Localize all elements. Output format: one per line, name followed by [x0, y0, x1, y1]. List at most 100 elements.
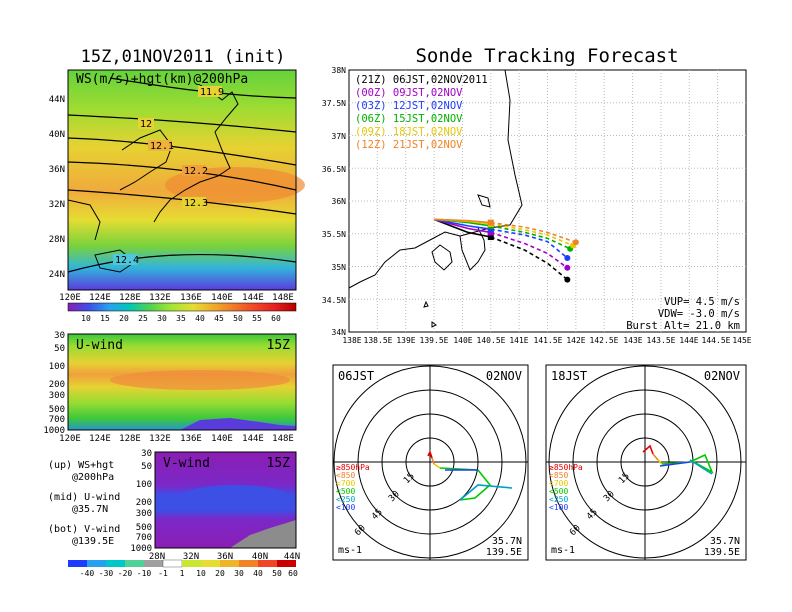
track-ascent-2	[433, 218, 491, 230]
track-lon-label: 142E	[566, 336, 585, 345]
hodo-right-level-lt700: <700	[549, 479, 568, 488]
contour-label-12-3: 12.3	[184, 198, 208, 209]
hodo-right-lon: 139.5E	[704, 547, 740, 558]
wind-colorbar-swatch	[125, 560, 144, 567]
u-pressure-label: 200	[49, 380, 65, 390]
note-up: (up) WS+hgt	[48, 460, 114, 471]
ws-colorbar-label: 60	[271, 314, 281, 323]
legend-entry-00z: (00Z) 09JST,02NOV	[355, 87, 463, 99]
u-lon-label: 128E	[119, 434, 141, 444]
ws-colorbar-label: 55	[252, 314, 262, 323]
u-wind-panel: U-wind 15Z 30 50 100 200 300 500 700 100…	[43, 331, 297, 444]
lat-label: 44N	[49, 95, 65, 105]
track-lon-label: 145E	[732, 336, 751, 345]
track-lat-label: 36N	[332, 197, 347, 206]
param-vdw: VDW= -3.0 m/s	[658, 308, 740, 320]
wind-colorbar-swatch	[162, 559, 183, 568]
track-ascent-0	[433, 218, 491, 238]
u-pressure-label: 300	[49, 391, 65, 401]
left-title: 15Z,01NOV2011 (init)	[81, 47, 286, 67]
track-panel: (21Z) 06JST,02NOV2011 (00Z) 09JST,02NOV …	[322, 66, 752, 345]
v-lat-label: 28N	[149, 552, 165, 562]
v-wind-core	[180, 485, 290, 509]
track-lon-label: 143E	[623, 336, 642, 345]
v-wind-label: V-wind	[163, 456, 210, 471]
wind-colorbar-swatch	[182, 560, 201, 567]
hodo-left-lat: 35.7N	[492, 536, 522, 547]
track-landing-marker-0	[564, 276, 571, 283]
track-descent-1	[490, 231, 568, 269]
ws-colorbar-strip	[67, 302, 297, 312]
v-wind-frame	[154, 451, 297, 549]
v-pressure-label: 700	[136, 533, 152, 543]
ws-map-lat-labels: 44N 40N 36N 32N 28N 24N	[49, 95, 65, 280]
lon-label: 148E	[272, 293, 294, 303]
v-lat-label: 44N	[284, 552, 300, 562]
v-lat-label: 32N	[183, 552, 199, 562]
wind-colorbar-label: 60	[288, 569, 298, 578]
param-vup: VUP= 4.5 m/s	[664, 296, 740, 308]
lon-label: 132E	[149, 293, 171, 303]
hodo-right-level-lt100: <100	[549, 503, 568, 512]
track-landing-marker-1	[564, 264, 571, 271]
wind-colorbar-swatch	[239, 560, 258, 567]
track-lat-label: 37.5N	[322, 99, 346, 108]
track-lon-label: 138E	[342, 336, 361, 345]
u-wind-frame	[67, 333, 297, 431]
wind-colorbar-label: -10	[137, 569, 152, 578]
track-params: VUP= 4.5 m/s VDW= -3.0 m/s Burst Alt= 21…	[626, 296, 740, 332]
track-landing-marker-2	[564, 254, 571, 261]
hodo-right-date: 02NOV	[704, 369, 740, 383]
u-pressure-label: 100	[49, 362, 65, 372]
lon-label: 124E	[89, 293, 111, 303]
track-descent-0	[490, 236, 568, 281]
track-lon-label: 142.5E	[590, 336, 619, 345]
u-lon-label: 132E	[149, 434, 171, 444]
track-burst-marker-2	[487, 226, 494, 233]
track-ascent-1	[433, 218, 491, 234]
ws-colorbar-label: 50	[233, 314, 243, 323]
hodo-left-level-850: ≥850hPa	[336, 463, 370, 472]
wind-colorbar-label: 10	[196, 569, 206, 578]
track-lines	[433, 218, 579, 283]
wind-colorbar-swatch	[68, 560, 87, 567]
note-mid-lat: @35.7N	[72, 504, 108, 515]
wind-colorbar-label: 50	[272, 569, 282, 578]
track-lat-labels: 38N 37.5N 37N 36.5N 36N 35.5N 35N 34.5N …	[322, 66, 346, 337]
panel-notes: (up) WS+hgt @200hPa (mid) U-wind @35.7N …	[48, 460, 120, 547]
track-burst-marker-1	[487, 229, 494, 236]
lat-label: 32N	[49, 200, 65, 210]
v-pressure-label: 50	[141, 462, 152, 472]
u-wind-terrain	[180, 418, 296, 430]
hodo-left-lon: 139.5E	[486, 547, 522, 558]
hodo-right-unit: ms-1	[551, 545, 575, 556]
track-descent-3	[490, 225, 571, 250]
track-lat-label: 34N	[332, 328, 347, 337]
hodo-left-level-lt250: <250	[336, 495, 355, 504]
legend-entry-12z: (12Z) 21JST,02NOV	[355, 139, 463, 151]
wind-colorbar-swatch	[87, 560, 106, 567]
note-bot-lon: @139.5E	[72, 536, 114, 547]
u-lon-label: 124E	[89, 434, 111, 444]
ws-map-label: WS(m/s)+hgt(km)@200hPa	[76, 72, 248, 87]
legend-entry-03z: (03Z) 12JST,02NOV	[355, 100, 463, 112]
track-descent-4	[490, 223, 574, 247]
wind-colorbar-label: -20	[118, 569, 133, 578]
track-lat-label: 35.5N	[322, 230, 346, 239]
hodo-left-level-lt700: <700	[336, 479, 355, 488]
ws-colorbar-label: 25	[138, 314, 148, 323]
ws-colorbar: 10 15 20 25 30 35 40 45 50 55 60	[67, 302, 297, 323]
track-burst-marker-0	[487, 234, 494, 241]
ws-map-panel: 11.9 12 12.1 12.2 12.3 12.4 WS(m/s)+hgt(…	[49, 69, 305, 303]
track-lat-label: 34.5N	[322, 296, 346, 305]
track-legend: (21Z) 06JST,02NOV2011 (00Z) 09JST,02NOV …	[355, 74, 488, 151]
note-up-level: @200hPa	[72, 472, 114, 483]
contour-labels: 11.9 12 12.1 12.2 12.3 12.4	[113, 86, 224, 266]
v-pressure-label: 30	[141, 449, 152, 459]
ws-colorbar-label: 15	[100, 314, 110, 323]
hodo-left-time: 06JST	[338, 369, 374, 383]
v-pressure-label: 200	[136, 498, 152, 508]
wind-colorbar-swatch	[201, 560, 220, 567]
legend-entry-21z: (21Z) 06JST,02NOV2011	[355, 74, 488, 86]
